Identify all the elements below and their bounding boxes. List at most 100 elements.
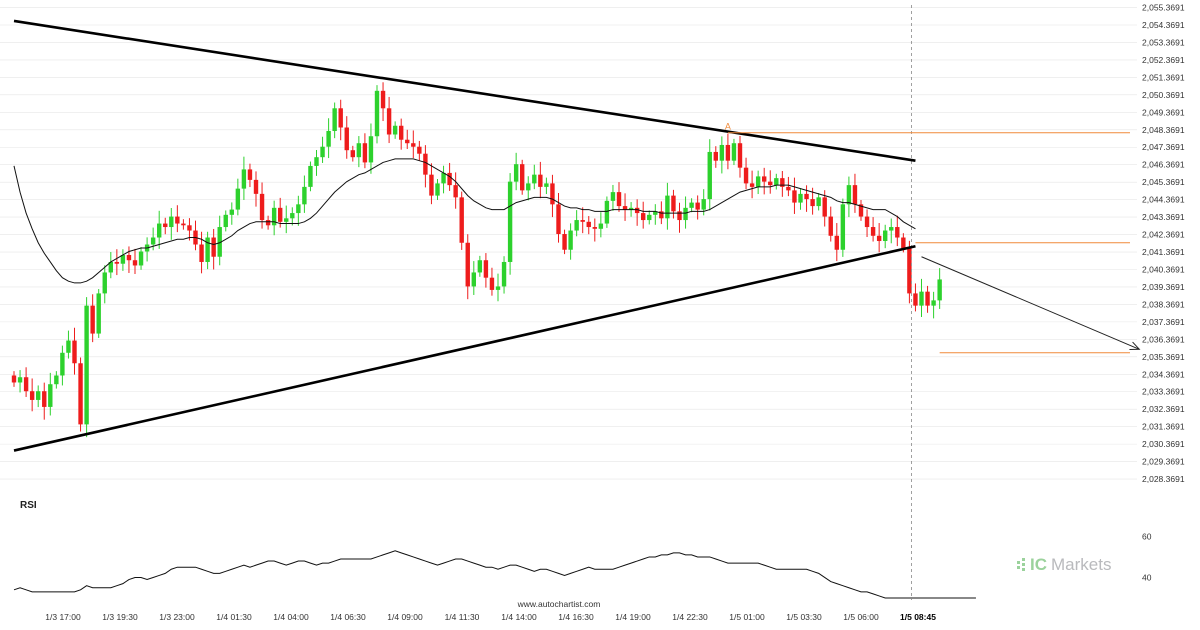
candle-body <box>223 214 228 228</box>
candle-body <box>870 227 876 236</box>
forecast-arrow-head-icon <box>1129 341 1141 350</box>
candle <box>937 268 942 309</box>
candle <box>350 145 355 162</box>
candle <box>798 188 803 210</box>
price-axis: 2,055.3691 2,054.3691 2,053.3691 2,052.3691… <box>1142 3 1185 485</box>
rsi-tick-label: 60 <box>1142 531 1152 541</box>
candle-body <box>677 211 682 221</box>
candle-body <box>762 176 767 182</box>
candle-body <box>780 178 785 187</box>
candle-body <box>175 216 180 224</box>
candle <box>477 255 483 277</box>
candle-body <box>483 260 489 278</box>
candle-body <box>816 197 821 207</box>
time-axis: 1/3 17:00 1/3 19:30 1/3 23:00 1/4 01:30 1/4 … <box>45 612 936 622</box>
candle-body <box>108 261 113 273</box>
candle <box>399 118 404 150</box>
candle <box>695 195 700 220</box>
candle-body <box>665 195 670 219</box>
candle-body <box>532 174 537 184</box>
candle <box>858 199 864 221</box>
candle-body <box>931 300 936 306</box>
candle-body <box>647 214 652 221</box>
candle-body <box>556 204 561 235</box>
candle <box>308 161 313 192</box>
candle <box>755 170 761 195</box>
candle <box>931 291 936 319</box>
candle-body <box>42 391 47 407</box>
price-tick-label: 2,043.3691 <box>1142 212 1185 222</box>
candle-body <box>169 216 174 228</box>
candle-body <box>653 211 658 215</box>
price-tick-label: 2,046.3691 <box>1142 160 1185 170</box>
candle-body <box>320 146 325 158</box>
candle <box>622 193 628 221</box>
candle-body <box>326 130 331 147</box>
candle-body <box>308 165 313 187</box>
price-tick-label: 2,036.3691 <box>1142 334 1185 344</box>
candle-body <box>17 377 23 383</box>
candle <box>332 102 337 139</box>
candle <box>278 197 283 228</box>
candle <box>792 177 797 214</box>
price-tick-label: 2,038.3691 <box>1142 299 1185 309</box>
candle <box>78 357 83 432</box>
candle-body <box>386 108 392 135</box>
time-tick-label: 1/4 04:00 <box>273 612 309 622</box>
candle-body <box>513 164 519 182</box>
candlestick-series <box>11 82 942 438</box>
candle-body <box>429 174 434 196</box>
candle <box>138 247 144 270</box>
candle-body <box>507 181 513 262</box>
candle <box>822 190 827 227</box>
candle <box>60 345 65 386</box>
candle-body <box>883 230 888 242</box>
time-tick-label: 1/4 09:00 <box>387 612 423 622</box>
candle-body <box>284 218 289 222</box>
candle-body <box>66 340 71 353</box>
candle <box>634 199 640 226</box>
candle-body <box>889 227 894 231</box>
candle <box>205 231 210 270</box>
candle-body <box>332 108 337 131</box>
candle <box>169 208 174 240</box>
candle-body <box>707 151 712 200</box>
candle <box>429 163 434 205</box>
candle-body <box>852 185 858 205</box>
candle-body <box>876 235 882 242</box>
candle <box>598 212 604 238</box>
candle <box>737 136 743 178</box>
price-tick-label: 2,051.3691 <box>1142 72 1185 82</box>
candle <box>241 156 247 200</box>
candle-body <box>447 172 452 186</box>
candle <box>550 174 555 218</box>
candle <box>568 223 573 260</box>
brand-dots-icon <box>1017 558 1025 571</box>
price-tick-label: 2,044.3691 <box>1142 195 1185 205</box>
candle-body <box>634 207 640 214</box>
candle-body <box>822 197 827 217</box>
candle-body <box>598 223 604 229</box>
rsi-label: RSI <box>20 500 37 511</box>
candle-body <box>840 204 846 250</box>
candle <box>459 191 464 250</box>
candle-body <box>907 248 912 294</box>
candle <box>725 133 731 170</box>
candle <box>320 136 325 163</box>
candle <box>223 210 228 232</box>
candle-body <box>925 291 930 306</box>
candle-body <box>235 188 241 210</box>
candle-body <box>574 220 579 231</box>
time-tick-label: 1/5 03:30 <box>786 612 822 622</box>
price-tick-label: 2,040.3691 <box>1142 264 1185 274</box>
candle <box>411 130 416 159</box>
candle <box>453 172 458 209</box>
candle-body <box>489 277 495 290</box>
candle <box>471 261 476 295</box>
candle <box>507 173 513 275</box>
candle-body <box>526 183 531 191</box>
candle <box>556 192 561 243</box>
candle-body <box>229 209 234 215</box>
candle-body <box>181 223 186 226</box>
candle-body <box>114 261 120 264</box>
